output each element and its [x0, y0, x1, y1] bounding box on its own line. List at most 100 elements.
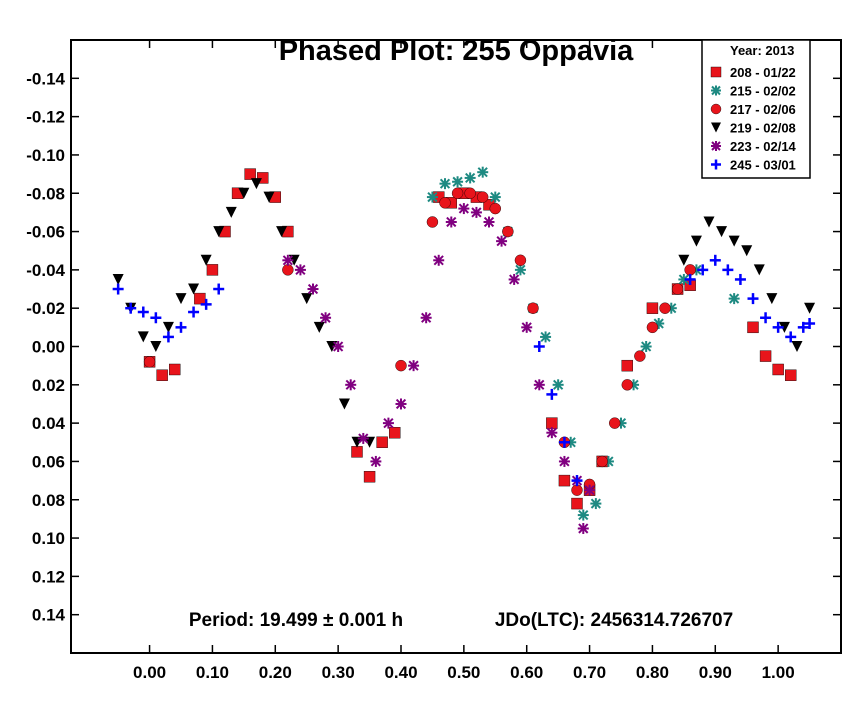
- data-point: [338, 398, 350, 410]
- x-tick-label: 0.20: [259, 663, 292, 682]
- data-point: [508, 273, 520, 285]
- data-point: [596, 455, 608, 468]
- data-point: [169, 363, 181, 376]
- data-point: [156, 369, 168, 381]
- data-point: [785, 369, 797, 381]
- data-point: [112, 273, 124, 285]
- series-5: [112, 254, 816, 487]
- legend-marker: [710, 66, 722, 78]
- x-tick-label: 0.40: [384, 663, 417, 682]
- data-point: [143, 356, 156, 368]
- data-point: [797, 321, 809, 333]
- x-tick-label: 0.50: [447, 663, 480, 682]
- data-point: [552, 379, 564, 391]
- data-point: [200, 254, 212, 266]
- y-tick-label: 0.10: [32, 529, 65, 548]
- x-axis: 0.00 0.10 0.20 0.30 0.40 0.50 0.60 0.70 0.80 0.90…: [133, 40, 795, 682]
- data-point: [734, 273, 746, 285]
- legend-label: 215 - 02/02: [730, 84, 796, 99]
- data-point: [137, 331, 149, 343]
- data-point: [464, 187, 476, 199]
- data-point: [452, 176, 464, 188]
- data-point: [451, 187, 464, 199]
- data-point: [577, 509, 589, 521]
- data-point: [188, 283, 200, 295]
- data-point: [370, 455, 382, 467]
- data-point: [351, 446, 363, 458]
- data-point: [483, 216, 495, 228]
- legend-label: 245 - 03/01: [730, 158, 796, 173]
- data-point: [558, 455, 570, 467]
- data-point: [571, 475, 583, 487]
- data-point: [364, 436, 376, 448]
- data-point: [785, 331, 797, 343]
- data-point: [671, 283, 684, 295]
- data-point: [684, 273, 696, 285]
- data-point: [753, 264, 765, 276]
- legend-marker: [710, 103, 722, 115]
- data-point: [646, 321, 659, 334]
- data-point: [590, 498, 602, 510]
- data-point: [772, 321, 784, 333]
- data-point: [433, 254, 445, 266]
- x-tick-label: 0.00: [133, 663, 166, 682]
- data-point: [533, 341, 545, 352]
- y-tick-label: 0.08: [32, 491, 65, 510]
- data-point: [502, 225, 514, 238]
- data-point: [213, 283, 225, 295]
- series-1: [426, 166, 740, 521]
- data-point: [458, 203, 470, 215]
- data-point: [150, 341, 162, 352]
- data-point: [464, 172, 476, 184]
- data-point: [722, 264, 734, 276]
- data-point: [634, 350, 646, 362]
- data-point: [294, 264, 306, 276]
- data-point: [200, 298, 212, 310]
- data-point: [150, 312, 162, 324]
- data-point: [175, 321, 187, 333]
- y-tick-label: 0.00: [32, 338, 65, 357]
- data-point: [125, 302, 137, 314]
- data-point: [250, 178, 262, 190]
- data-point: [697, 264, 709, 276]
- y-tick-label: -0.04: [26, 261, 65, 280]
- data-point: [376, 436, 388, 448]
- x-tick-label: 0.70: [573, 663, 606, 682]
- data-point: [514, 264, 526, 276]
- data-point: [496, 235, 508, 247]
- data-point: [621, 359, 633, 372]
- data-point: [640, 341, 652, 352]
- data-point: [477, 191, 489, 203]
- data-point: [408, 360, 420, 372]
- data-point: [175, 293, 187, 305]
- epoch-annotation: JDo(LTC): 2456314.726707: [495, 610, 733, 631]
- data-point: [244, 168, 256, 180]
- data-point: [470, 206, 482, 218]
- legend-marker: [711, 85, 721, 96]
- data-point: [621, 379, 633, 391]
- data-point: [728, 293, 740, 305]
- data-point: [257, 172, 269, 184]
- legend-title: Year: 2013: [730, 43, 794, 58]
- data-point: [162, 331, 174, 343]
- series-2: [143, 187, 696, 496]
- data-point: [439, 197, 451, 209]
- data-point: [709, 254, 721, 266]
- x-tick-label: 1.00: [762, 663, 795, 682]
- data-point: [188, 306, 200, 318]
- data-point: [137, 306, 149, 318]
- data-point: [772, 363, 784, 376]
- x-tick-label: 0.30: [322, 663, 355, 682]
- data-point: [445, 216, 457, 228]
- data-point: [213, 226, 225, 238]
- data-point: [546, 417, 558, 429]
- data-point: [307, 283, 319, 295]
- data-point: [225, 206, 237, 218]
- y-axis: -0.14 -0.12 -0.10 -0.08 -0.06 -0.04 -0.02 0.00 0…: [26, 69, 841, 625]
- y-tick-label: -0.14: [26, 69, 65, 88]
- data-point: [521, 321, 533, 333]
- series-3: [112, 178, 816, 448]
- series-0: [143, 168, 797, 510]
- data-point: [282, 254, 294, 266]
